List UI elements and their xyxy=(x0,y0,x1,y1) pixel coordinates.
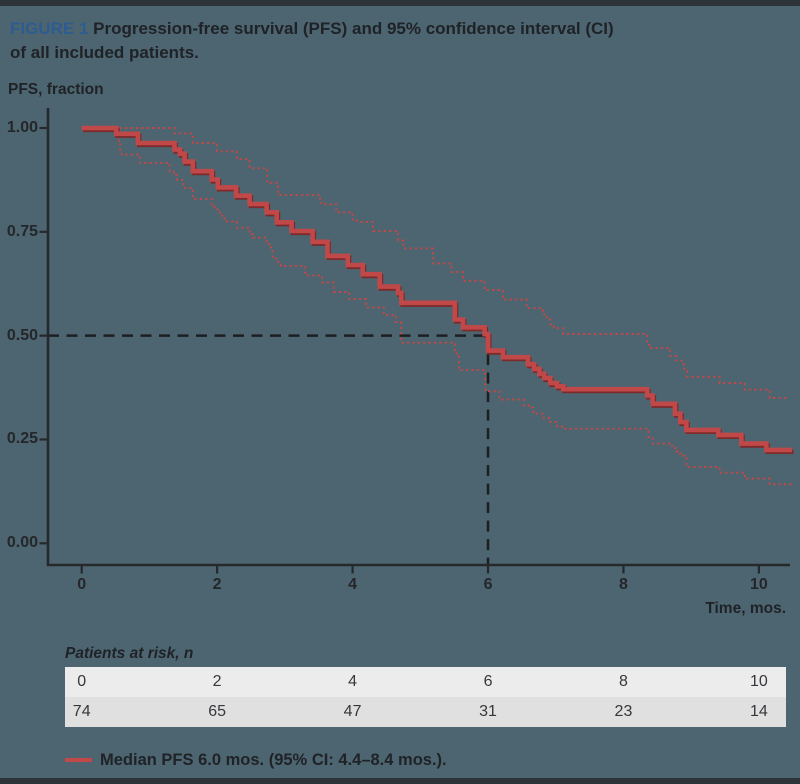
x-axis-title: Time, mos. xyxy=(705,600,786,617)
chart-legend: Median PFS 6.0 mos. (95% CI: 4.4–8.4 mos… xyxy=(65,750,447,770)
at-risk-time-cell: 10 xyxy=(749,673,768,690)
y-tick-label: 0.00 xyxy=(6,534,38,552)
x-tick-label: 4 xyxy=(348,576,358,593)
at-risk-count-cell: 23 xyxy=(614,703,633,720)
pfs-curve xyxy=(81,125,793,453)
at-risk-table-label: Patients at risk, n xyxy=(65,645,194,662)
at-risk-time-cell: 2 xyxy=(212,673,222,690)
x-tick-label: 2 xyxy=(212,576,222,593)
x-tick-label: 0 xyxy=(77,576,87,593)
bottom-frame-bar xyxy=(0,778,800,784)
x-tick-label: 6 xyxy=(483,576,493,593)
at-risk-times-row: 0 2 4 6 8 10 xyxy=(65,667,786,697)
at-risk-time-cell: 6 xyxy=(483,673,493,690)
at-risk-count-cell: 65 xyxy=(208,703,227,720)
figure-caption: FIGURE 1 Progression-free survival (PFS)… xyxy=(10,17,615,65)
at-risk-counts-row: 74 65 47 31 23 14 xyxy=(65,697,786,727)
pfs-curve-shadow xyxy=(82,127,794,455)
at-risk-time-cell: 4 xyxy=(348,673,358,690)
at-risk-time-cell: 8 xyxy=(619,673,628,690)
median-pfs-line-swatch xyxy=(65,758,92,762)
at-risk-time-cell: 0 xyxy=(77,673,87,690)
y-tick-label: 0.25 xyxy=(6,430,38,448)
ci-lower-curve xyxy=(81,127,793,486)
x-tick-label: 10 xyxy=(749,576,768,593)
at-risk-count-cell: 47 xyxy=(343,703,362,720)
y-axis-title: PFS, fraction xyxy=(8,81,104,98)
at-risk-count-cell: 14 xyxy=(749,703,768,720)
y-tick-label: 1.00 xyxy=(6,119,38,136)
ci-upper-curve xyxy=(81,127,790,399)
y-tick-label: 0.75 xyxy=(6,222,38,240)
at-risk-count-cell: 74 xyxy=(72,703,91,720)
x-tick-label: 8 xyxy=(619,576,628,593)
y-tick-label: 0.50 xyxy=(6,326,38,344)
legend-text: Median PFS 6.0 mos. (95% CI: 4.4–8.4 mos… xyxy=(100,751,447,769)
figure-caption-text: Progression-free survival (PFS) and 95% … xyxy=(10,19,614,62)
top-frame-bar xyxy=(0,0,800,6)
figure-label: FIGURE 1 xyxy=(10,19,89,38)
at-risk-count-cell: 31 xyxy=(479,703,497,720)
